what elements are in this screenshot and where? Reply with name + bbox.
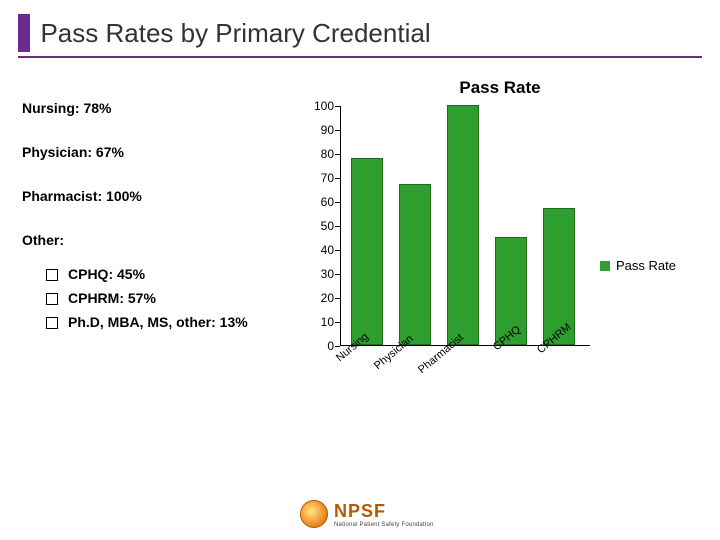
title-accent-bar xyxy=(18,14,30,52)
x-label: Nursing xyxy=(334,331,371,365)
y-tick-label: 40 xyxy=(321,243,334,257)
chart-plot xyxy=(340,106,590,346)
title-block: Pass Rates by Primary Credential xyxy=(18,14,431,52)
stat-nursing: Nursing: 78% xyxy=(22,100,287,116)
bar-pharmacist xyxy=(447,105,479,345)
y-tick-label: 70 xyxy=(321,171,334,185)
y-tick-label: 10 xyxy=(321,315,334,329)
slide: Pass Rates by Primary Credential Nursing… xyxy=(0,0,720,540)
x-label: Pharmacist xyxy=(416,332,466,377)
logo-text-block: NPSF National Patient Safety Foundation xyxy=(334,501,434,528)
legend-swatch xyxy=(600,261,610,271)
chart-title: Pass Rate xyxy=(300,78,700,98)
y-tick-label: 80 xyxy=(321,147,334,161)
y-tick-label: 50 xyxy=(321,219,334,233)
other-sublist: CPHQ: 45% CPHRM: 57% Ph.D, MBA, MS, othe… xyxy=(46,266,287,330)
footer-logo: NPSF National Patient Safety Foundation xyxy=(300,500,434,528)
title-underline xyxy=(18,56,702,58)
stat-physician: Physician: 67% xyxy=(22,144,287,160)
x-label: Physician xyxy=(372,333,416,372)
logo-icon xyxy=(300,500,328,528)
logo-full: National Patient Safety Foundation xyxy=(334,522,434,528)
logo-abbrev: NPSF xyxy=(334,501,434,522)
stat-other-heading: Other: xyxy=(22,232,287,248)
chart-plot-row: 0102030405060708090100 xyxy=(300,106,700,346)
sub-cphrm: CPHRM: 57% xyxy=(46,290,287,306)
pass-rate-chart: Pass Rate 0 10 20 30 40 50 60 70 80 90 100 Nursing… xyxy=(300,78,700,398)
chart-y-axis: 0102030405060708090100 xyxy=(300,106,340,346)
chart-x-labels: NursingPhysicianPharmacistCPHQCPHRM xyxy=(340,320,590,390)
legend-label: Pass Rate xyxy=(616,258,676,273)
stats-list: Nursing: 78% Physician: 67% Pharmacist: … xyxy=(22,100,287,338)
chart-legend: Pass Rate xyxy=(600,258,676,273)
y-tick-label: 90 xyxy=(321,123,334,137)
sub-cphq: CPHQ: 45% xyxy=(46,266,287,282)
y-tick-label: 0 xyxy=(327,339,334,353)
x-label: CPHRM xyxy=(535,322,574,357)
bar-nursing xyxy=(351,158,383,345)
sub-misc: Ph.D, MBA, MS, other: 13% xyxy=(46,314,287,330)
y-tick-label: 60 xyxy=(321,195,334,209)
y-tick-label: 100 xyxy=(314,99,334,113)
page-title: Pass Rates by Primary Credential xyxy=(40,18,430,49)
y-tick-label: 20 xyxy=(321,291,334,305)
y-tick-label: 30 xyxy=(321,267,334,281)
x-label: CPHQ xyxy=(491,323,523,353)
stat-pharmacist: Pharmacist: 100% xyxy=(22,188,287,204)
